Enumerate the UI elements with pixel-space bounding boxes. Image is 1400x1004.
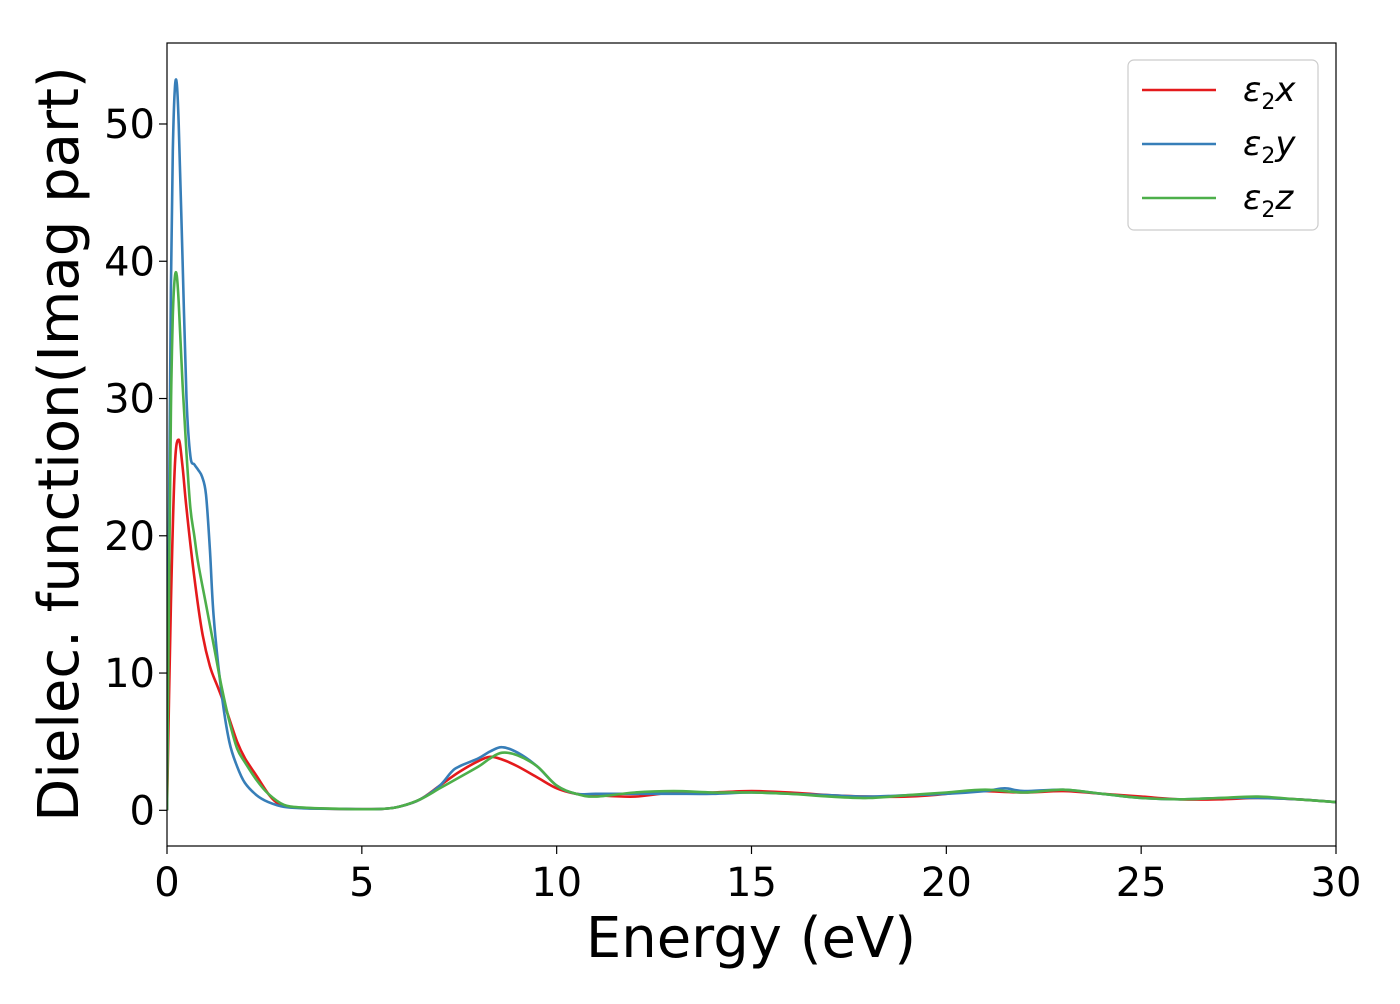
legend-label-x: ε2x bbox=[1243, 70, 1296, 115]
legend-box bbox=[1127, 59, 1319, 231]
x-tick-label: 30 bbox=[1311, 860, 1362, 906]
x-axis: 0 5 10 15 20 25 30 bbox=[154, 846, 1361, 906]
x-tick-label: 0 bbox=[154, 860, 179, 906]
legend-label-y: ε2y bbox=[1243, 124, 1296, 169]
legend: ε2x ε2y ε2z bbox=[1127, 59, 1319, 231]
y-tick-label: 10 bbox=[104, 651, 155, 697]
x-tick-label: 25 bbox=[1116, 860, 1167, 906]
x-tick-label: 10 bbox=[531, 860, 582, 906]
x-tick-label: 5 bbox=[349, 860, 374, 906]
plot-curves bbox=[167, 78, 1336, 811]
legend-label-z: ε2z bbox=[1243, 178, 1294, 223]
x-tick-label: 15 bbox=[726, 860, 777, 906]
y-tick-label: 20 bbox=[104, 514, 155, 560]
y-tick-label: 30 bbox=[104, 377, 155, 423]
y-axis: 0 10 20 30 40 50 bbox=[104, 102, 167, 834]
x-axis-label: Energy (eV) bbox=[586, 906, 916, 971]
series-line-z bbox=[167, 270, 1336, 811]
series-line-x bbox=[167, 438, 1336, 811]
y-tick-label: 0 bbox=[130, 788, 155, 834]
x-tick-label: 20 bbox=[921, 860, 972, 906]
y-tick-label: 40 bbox=[104, 239, 155, 285]
y-axis-label: Dielec. function(Imag part) bbox=[27, 66, 92, 822]
y-tick-label: 50 bbox=[104, 102, 155, 148]
